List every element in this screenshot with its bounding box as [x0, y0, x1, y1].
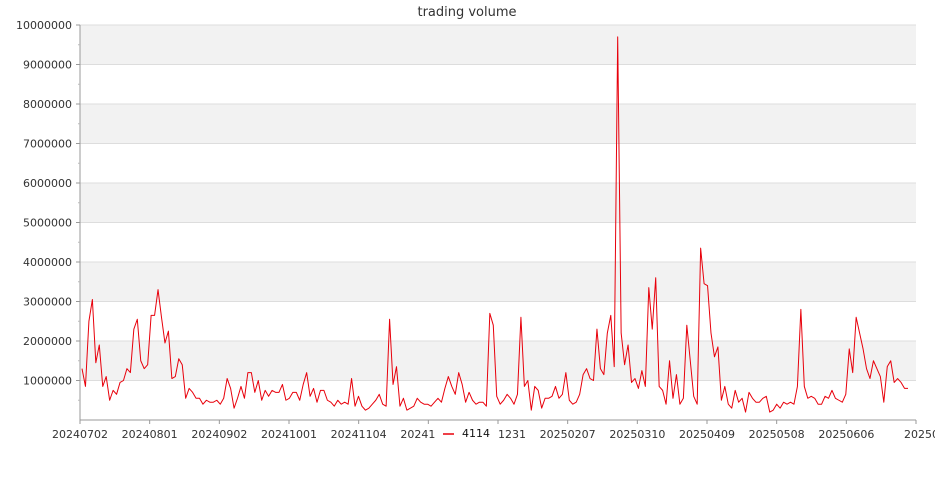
chart-title: trading volume [417, 5, 516, 20]
y-tick-label: 5000000 [23, 217, 72, 230]
y-tick-label: 1000000 [23, 375, 72, 388]
y-tick-label: 2000000 [23, 335, 72, 348]
legend[interactable]: 4114 [436, 424, 498, 442]
x-tick-label: 20250606 [818, 428, 874, 441]
y-tick-label: 4000000 [23, 256, 72, 269]
x-tick-label: 20241001 [261, 428, 317, 441]
legend-label: 4114 [462, 427, 490, 440]
y-tick-label: 10000000 [16, 19, 72, 32]
x-tick-label: 20241104 [331, 428, 387, 441]
series-layer [81, 36, 908, 413]
grid-band [80, 104, 916, 144]
x-tick-label: 20240902 [191, 428, 247, 441]
x-tick-label: 20240801 [122, 428, 178, 441]
x-tick-label: 20250707 [904, 428, 935, 441]
y-axis-ticks: 1000000 2000000 3000000 4000000 5000000 60000… [16, 19, 80, 401]
y-tick-label: 7000000 [23, 138, 72, 151]
x-tick-label: 20250207 [540, 428, 596, 441]
series-line [81, 36, 908, 413]
y-tick-label: 8000000 [23, 98, 72, 111]
grid-band [80, 183, 916, 223]
x-tick-label: 20250508 [749, 428, 805, 441]
x-tick-label: 20240702 [52, 428, 108, 441]
grid-band [80, 341, 916, 381]
grid-bands [80, 25, 916, 381]
x-tick-label: 20250409 [679, 428, 735, 441]
grid-band [80, 262, 916, 302]
y-tick-label: 3000000 [23, 296, 72, 309]
grid-band [80, 25, 916, 65]
y-tick-label: 6000000 [23, 177, 72, 190]
legend-background [436, 424, 498, 442]
y-tick-label: 9000000 [23, 59, 72, 72]
x-tick-label: 20250310 [609, 428, 665, 441]
gridlines [80, 24, 916, 381]
